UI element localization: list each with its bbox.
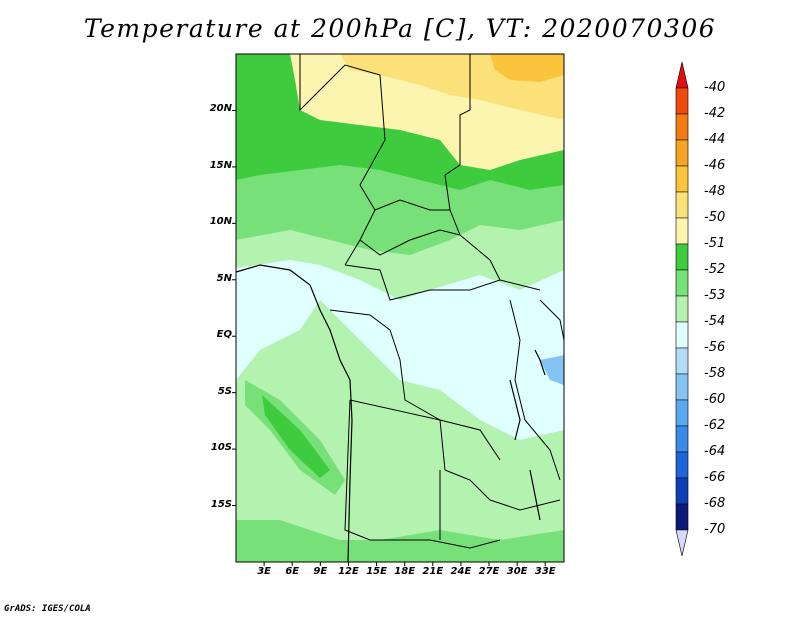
colorbar-label: -58 [704,366,726,381]
colorbar-swatch [675,243,689,271]
field-band-53-south [236,300,564,562]
colorbar-swatch [675,503,689,531]
lon-label: 6E [285,566,300,577]
lat-label: 20N [209,103,232,115]
colorbar-label: -46 [704,158,726,173]
temperature-field [236,54,564,562]
colorbar-label: -62 [704,418,726,433]
colorbar-swatch [675,165,689,193]
lon-label: 9E [313,566,328,577]
colorbar-label: -66 [704,470,726,485]
colorbar-swatch [675,477,689,505]
lat-label: 5N [216,272,232,284]
field-band-52-s [236,520,564,562]
axis-ticks [232,109,546,566]
lat-label: 10S [210,442,232,454]
colorbar-swatch [675,321,689,349]
lon-label: 15E [366,566,387,577]
lon-label: 24E [450,566,472,577]
grads-credit: GrADS: IGES/COLA [4,604,91,614]
colorbar-label: -53 [704,288,726,303]
colorbar-swatch [675,399,689,427]
colorbar-label: -70 [704,522,726,537]
colorbar-swatch [675,347,689,375]
country-borders [299,54,564,549]
colorbar-swatch [675,217,689,245]
field-band-56-e [540,355,564,385]
colorbar-swatch [675,87,689,115]
colorbar-swatch [675,139,689,167]
colorbar-swatch [675,425,689,453]
colorbar-label: -51 [704,236,726,251]
colorbar-swatch [675,451,689,479]
lon-label: 30E [506,566,528,577]
field-band-51-sw [262,395,330,478]
lat-label: 15S [210,498,232,510]
colorbar [675,61,689,557]
colorbar-label: -68 [704,496,726,511]
colorbar-label: -56 [704,340,726,355]
colorbar-label: -40 [704,80,726,95]
lon-label: 21E [422,566,444,577]
colorbar-swatch [675,269,689,297]
colorbar-label: -48 [704,184,726,199]
colorbar-swatch [675,295,689,323]
lat-label: 5S [217,385,232,397]
lat-label: 10N [209,216,232,228]
colorbar-label: -42 [704,106,726,121]
lon-label: 18E [394,566,416,577]
colorbar-label: -44 [704,132,726,147]
colorbar-swatch [675,113,689,141]
colorbar-label: -54 [704,314,726,329]
colorbar-label: -60 [704,392,726,407]
colorbar-label: -52 [704,262,726,277]
colorbar-swatch [675,373,689,401]
colorbar-swatch [675,529,689,557]
map-title: Temperature at 200hPa [C], VT: 202007030… [83,14,717,43]
colorbar-swatch [675,191,689,219]
lon-label: 33E [534,566,556,577]
colorbar-label: -50 [704,210,726,225]
lat-label: EQ [216,329,232,341]
field-band-46 [490,54,564,82]
lon-label: 3E [257,566,271,577]
map-frame [235,53,565,563]
lat-label: 15N [209,159,232,171]
colorbar-swatch [675,61,689,89]
lon-label: 27E [478,566,500,577]
colorbar-label: -64 [704,444,726,459]
lon-label: 12E [338,566,359,577]
coastline [236,264,546,562]
